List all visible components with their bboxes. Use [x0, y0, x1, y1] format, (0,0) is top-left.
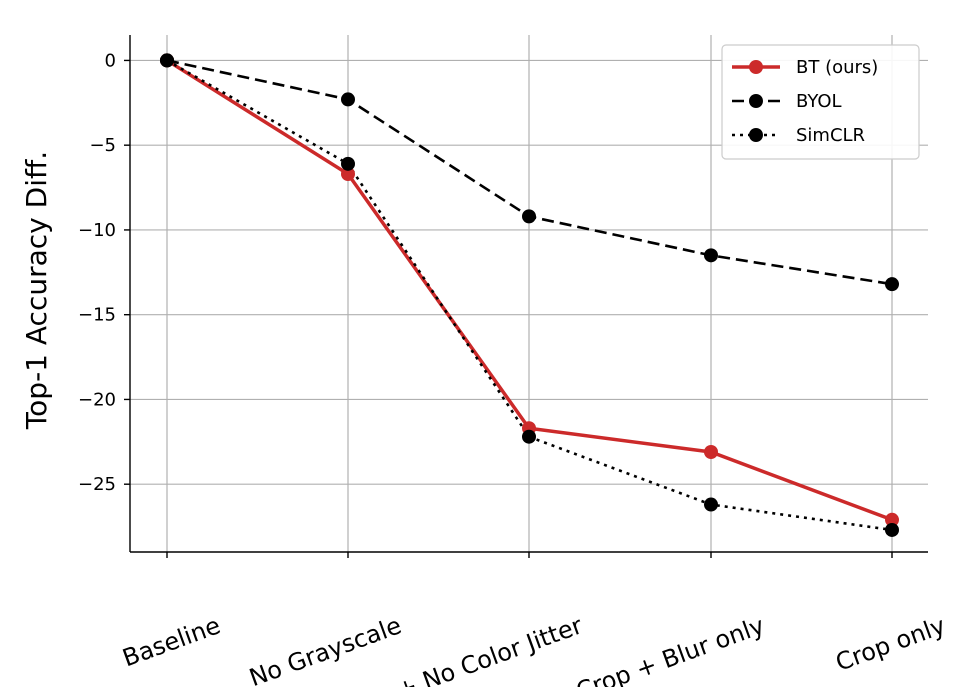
y-tick-label: −20 — [78, 389, 116, 410]
series-group — [160, 53, 899, 537]
y-tick-label: −10 — [78, 220, 116, 241]
y-axis-label: Top-1 Accuracy Diff. — [20, 151, 53, 430]
data-point — [704, 248, 718, 263]
data-point — [885, 512, 899, 527]
y-tick-label: −5 — [89, 135, 116, 156]
y-axis-ticks: 0 −5 −10 −15 −20 −25 — [78, 50, 130, 495]
legend-marker — [749, 128, 763, 142]
x-tick-label: Baseline — [119, 611, 224, 672]
y-tick-label: 0 — [105, 50, 116, 71]
grid — [130, 35, 928, 552]
legend-label: SimCLR — [796, 125, 865, 146]
legend-box — [721, 44, 920, 160]
legend-marker — [749, 60, 763, 74]
data-point — [341, 92, 355, 107]
data-point — [341, 166, 355, 181]
x-tick-label: Crop + Blur only — [572, 611, 768, 687]
x-tick-label: Crop only — [832, 611, 949, 676]
data-point — [160, 53, 174, 68]
y-tick-label: −15 — [78, 305, 116, 326]
data-point — [522, 429, 536, 444]
legend-label: BYOL — [796, 91, 842, 112]
legend-marker — [749, 94, 763, 108]
data-point — [704, 497, 718, 512]
data-point — [885, 277, 899, 292]
data-point — [704, 444, 718, 459]
x-tick-label: + No Color Jitter — [393, 611, 586, 687]
y-tick-label: −25 — [78, 474, 116, 495]
legend: BT (ours) BYOL SimCLR — [721, 44, 920, 160]
x-tick-label: No Grayscale — [246, 611, 405, 687]
x-axis-ticks: Baseline No Grayscale+ No Color JitterCro… — [119, 552, 949, 687]
legend-label: BT (ours) — [796, 57, 878, 78]
data-point — [522, 209, 536, 224]
series-line-simclr — [166, 59, 893, 532]
data-point — [341, 156, 355, 171]
data-point — [885, 522, 899, 537]
